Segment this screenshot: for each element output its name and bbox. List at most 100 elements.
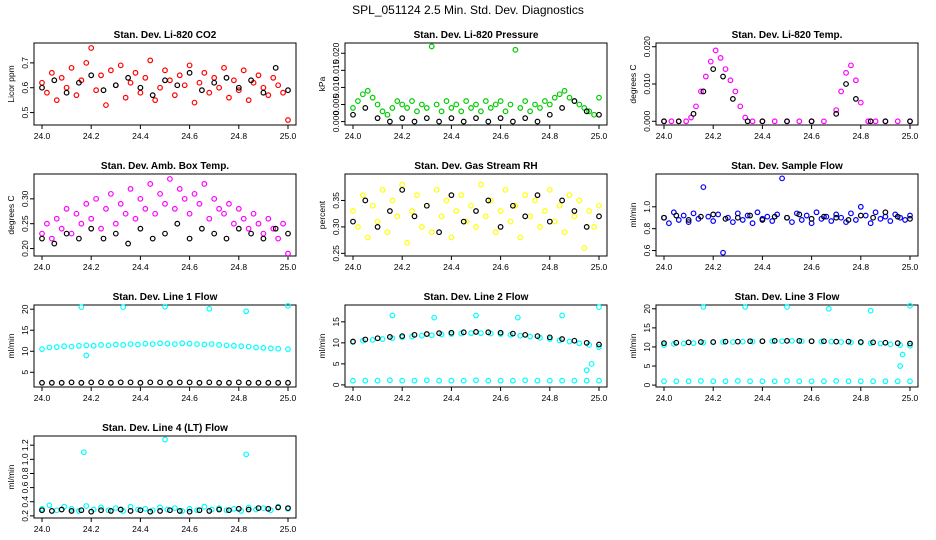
data-point [176, 379, 183, 386]
data-point [147, 508, 154, 515]
data-point [369, 202, 376, 209]
data-point [285, 302, 291, 309]
data-point [771, 118, 778, 125]
data-point [387, 208, 393, 214]
data-point [828, 338, 835, 345]
series-magenta [661, 47, 913, 125]
data-point [196, 379, 203, 386]
data-point [739, 338, 746, 345]
data-point [226, 200, 232, 207]
data-point [132, 69, 139, 76]
data-point [235, 84, 242, 91]
data-point [186, 340, 193, 347]
data-point [58, 74, 65, 81]
x-tick-label: 25.0 [280, 262, 297, 272]
x-tick-label: 24.2 [705, 262, 722, 272]
data-point [107, 190, 114, 197]
data-point [537, 224, 543, 230]
x-tick-label: 24.4 [132, 131, 149, 141]
x-tick-label: 25.0 [280, 524, 297, 534]
data-point [75, 79, 82, 86]
data-point [747, 338, 753, 345]
data-point [532, 101, 538, 108]
data-point [243, 451, 250, 458]
data-point [157, 84, 163, 91]
data-point [171, 205, 178, 212]
data-point [485, 329, 492, 336]
data-point [127, 508, 134, 514]
data-point [75, 342, 82, 349]
x-tick-label: 24.8 [231, 393, 248, 403]
data-point [181, 195, 188, 202]
data-point [226, 94, 232, 101]
data-point [171, 92, 178, 99]
data-point [120, 342, 127, 348]
data-point [157, 379, 163, 386]
data-point [685, 219, 692, 226]
data-point [502, 186, 509, 193]
data-point [221, 64, 227, 71]
data-point [39, 79, 45, 86]
data-point [833, 377, 840, 384]
data-point [897, 363, 904, 369]
data-point [379, 186, 386, 193]
data-point [428, 43, 435, 50]
data-point [722, 378, 729, 385]
data-point [374, 101, 381, 108]
y-tick-label: 15 [642, 323, 652, 333]
panel-7: Stan. Dev. Line 1 Flow 24.0 24.2 24.4 24.6 24… [6, 292, 297, 403]
data-point [167, 176, 173, 182]
data-point [355, 98, 361, 104]
data-point [700, 184, 707, 191]
data-point [39, 235, 45, 242]
data-point [882, 339, 889, 346]
panel-1: Stan. Dev. Li-820 CO2 24.0 24.2 24.4 24.6 24.… [6, 30, 297, 141]
panel-title: Stan. Dev. Line 3 Flow [735, 292, 840, 303]
data-point [78, 379, 85, 386]
data-point [211, 74, 218, 81]
data-point [285, 505, 291, 512]
data-point [833, 211, 840, 218]
data-point [561, 229, 568, 236]
data-point [179, 508, 186, 514]
data-point [112, 230, 119, 237]
data-point [902, 217, 908, 223]
data-point [418, 101, 425, 108]
data-point [821, 338, 827, 345]
data-point [527, 333, 534, 340]
data-point [162, 303, 168, 310]
series-black [39, 220, 291, 247]
data-point [201, 503, 208, 510]
data-point [857, 99, 864, 106]
data-point [882, 378, 889, 385]
data-point [894, 340, 901, 347]
x-tick-label: 24.0 [656, 262, 673, 272]
y-axis-label: ml/min [628, 333, 638, 358]
data-point [379, 108, 386, 115]
x-tick-label: 24.2 [394, 262, 411, 272]
data-point [127, 186, 134, 192]
y-tick-label: 10 [642, 342, 652, 352]
data-point [478, 108, 484, 115]
data-point [83, 352, 90, 359]
data-point [98, 507, 104, 514]
data-point [742, 304, 749, 310]
data-point [387, 118, 393, 125]
x-tick-label: 24.0 [345, 262, 362, 272]
data-point [243, 308, 250, 315]
data-point [583, 377, 590, 384]
data-point [399, 181, 406, 188]
data-point [838, 88, 845, 95]
data-point [122, 94, 129, 101]
data-point [887, 341, 894, 348]
data-point [559, 312, 565, 319]
data-point [517, 332, 524, 339]
x-tick-label: 24.6 [492, 262, 509, 272]
x-tick-label: 24.8 [542, 131, 559, 141]
panel-9: Stan. Dev. Line 3 Flow 24.0 24.2 24.4 24.6 24… [628, 292, 919, 403]
data-point [591, 224, 597, 230]
data-point [865, 118, 872, 125]
y-tick-label: 1.0 [642, 201, 652, 213]
data-point [712, 47, 719, 54]
panel-title: Stan. Dev. Li-820 Temp. [732, 30, 843, 41]
